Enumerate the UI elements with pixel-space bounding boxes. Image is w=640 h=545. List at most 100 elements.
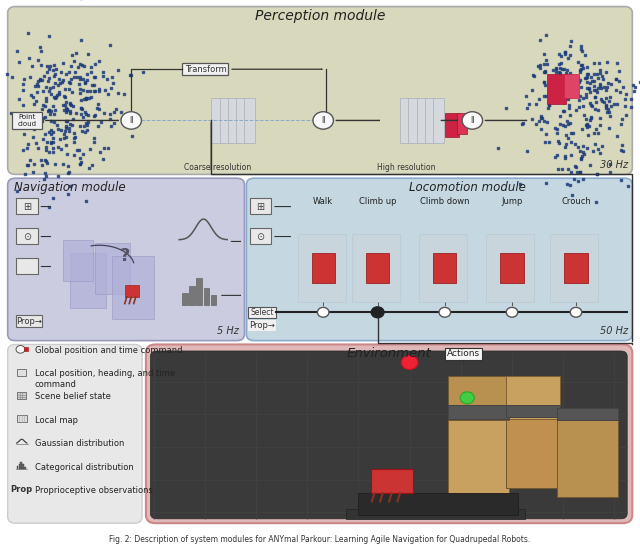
- Point: [79, 122, 89, 130]
- Point: [85, 86, 95, 95]
- Point: [557, 165, 567, 173]
- Bar: [95, 243, 130, 294]
- Bar: [16, 258, 38, 274]
- Point: [582, 78, 592, 87]
- Point: [62, 149, 72, 158]
- Point: [56, 144, 67, 153]
- Point: [562, 65, 572, 74]
- Bar: [557, 418, 618, 497]
- Point: [44, 106, 54, 114]
- Bar: [236, 98, 248, 143]
- Point: [54, 75, 64, 84]
- Point: [116, 107, 127, 116]
- Point: [74, 60, 84, 69]
- Point: [586, 113, 596, 122]
- Bar: [457, 113, 467, 134]
- Point: [76, 36, 86, 45]
- Point: [576, 154, 586, 162]
- Point: [92, 104, 102, 112]
- Point: [78, 112, 88, 121]
- Point: [41, 156, 51, 165]
- Point: [578, 142, 588, 150]
- Point: [555, 120, 565, 129]
- Point: [81, 93, 91, 102]
- Text: Fig. 2: Description of system modules for ANYmal Parkour: Learning Agile Navigat: Fig. 2: Description of system modules fo…: [109, 535, 531, 544]
- Point: [524, 100, 534, 108]
- Point: [75, 74, 85, 83]
- Point: [539, 91, 549, 100]
- Point: [527, 86, 537, 95]
- Point: [630, 83, 640, 92]
- Point: [44, 128, 54, 137]
- Point: [90, 87, 100, 95]
- Point: [606, 101, 616, 110]
- Point: [616, 146, 626, 154]
- Point: [582, 73, 592, 82]
- Point: [37, 116, 47, 125]
- Bar: [196, 278, 202, 305]
- Point: [76, 0, 86, 3]
- Point: [50, 78, 60, 87]
- Point: [61, 69, 71, 78]
- Point: [46, 138, 56, 147]
- Point: [590, 105, 600, 113]
- Point: [589, 92, 600, 101]
- Point: [61, 98, 71, 106]
- Point: [573, 96, 584, 105]
- Point: [70, 133, 80, 142]
- Point: [89, 73, 99, 82]
- Text: Climb up: Climb up: [359, 197, 396, 207]
- Point: [77, 149, 88, 158]
- Point: [576, 42, 586, 51]
- Text: 30 Hz: 30 Hz: [600, 160, 628, 170]
- Point: [60, 92, 70, 101]
- Point: [99, 144, 109, 153]
- Text: Prop→: Prop→: [16, 317, 42, 325]
- Bar: [20, 462, 22, 469]
- Point: [37, 76, 47, 84]
- Point: [55, 135, 65, 143]
- Point: [560, 50, 570, 58]
- Bar: [17, 466, 18, 469]
- Point: [44, 64, 54, 73]
- Point: [570, 140, 580, 148]
- Bar: [346, 509, 525, 519]
- FancyBboxPatch shape: [8, 178, 244, 341]
- Point: [65, 62, 76, 70]
- Bar: [12, 112, 42, 129]
- Point: [595, 69, 605, 77]
- Point: [548, 82, 558, 91]
- Point: [618, 147, 628, 156]
- Point: [76, 96, 86, 105]
- Point: [536, 113, 546, 122]
- Point: [605, 160, 615, 169]
- Point: [33, 144, 43, 153]
- Point: [621, 111, 631, 120]
- Point: [620, 101, 630, 110]
- Point: [98, 71, 108, 80]
- Point: [127, 132, 138, 141]
- Point: [44, 106, 54, 114]
- Point: [575, 44, 586, 53]
- Point: [539, 67, 549, 76]
- Point: [38, 135, 49, 144]
- Point: [543, 137, 554, 146]
- Point: [591, 86, 601, 94]
- Point: [595, 65, 605, 74]
- Point: [37, 105, 47, 113]
- Point: [138, 68, 148, 76]
- Text: High resolution: High resolution: [377, 162, 436, 172]
- Point: [575, 91, 585, 100]
- Point: [542, 118, 552, 126]
- Point: [64, 124, 74, 132]
- Point: [12, 46, 22, 55]
- Point: [38, 100, 48, 109]
- Point: [557, 106, 568, 115]
- Point: [582, 63, 592, 71]
- Text: Crouch: Crouch: [561, 197, 591, 207]
- Text: II: II: [129, 116, 134, 125]
- Point: [621, 89, 632, 98]
- Text: Actions: Actions: [447, 349, 480, 358]
- Text: Select: Select: [250, 308, 273, 317]
- Point: [573, 74, 583, 82]
